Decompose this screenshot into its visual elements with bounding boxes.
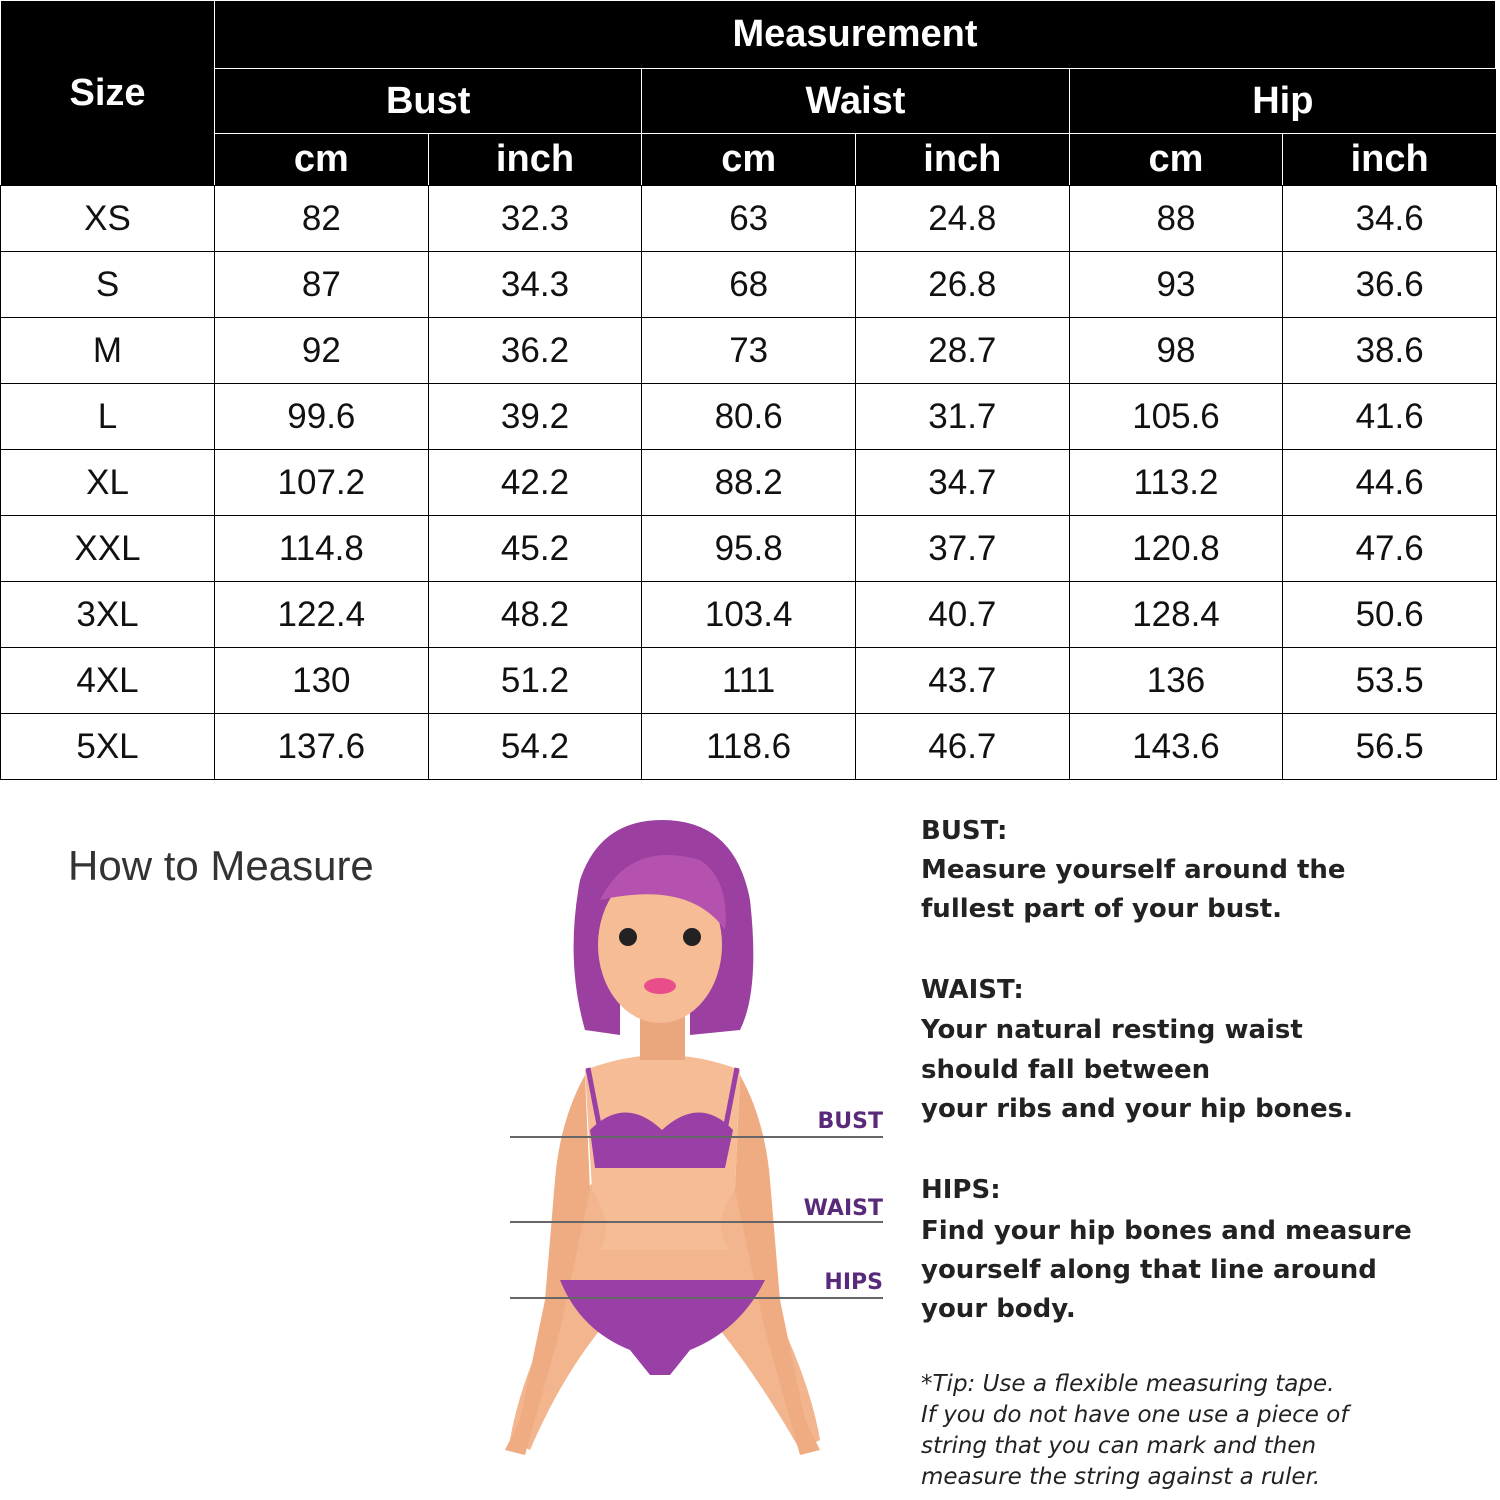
table-cell: 32.3 bbox=[427, 185, 643, 252]
table-cell: 88.2 bbox=[641, 449, 856, 516]
table-cell: 34.6 bbox=[1282, 185, 1497, 252]
table-cell: 82 bbox=[214, 185, 429, 252]
table-cell: 28.7 bbox=[855, 317, 1070, 384]
table-cell: 63 bbox=[641, 185, 856, 252]
table-cell: 111 bbox=[641, 647, 856, 714]
table-cell: 34.7 bbox=[855, 449, 1070, 516]
section-text: yourself along that line around bbox=[921, 1255, 1377, 1285]
section-heading: HIPS: bbox=[921, 1175, 1001, 1205]
header-cell: cm bbox=[641, 133, 856, 186]
guide-title: How to Measure bbox=[68, 842, 374, 889]
header-cell: Measurement bbox=[214, 0, 1496, 69]
table-cell: 42.2 bbox=[427, 449, 643, 516]
table-cell: 26.8 bbox=[855, 251, 1070, 318]
figure-label: HIPS bbox=[824, 1270, 883, 1295]
header-cell: inch bbox=[427, 133, 643, 186]
table-cell: 87 bbox=[214, 251, 429, 318]
table-cell: 36.2 bbox=[427, 317, 643, 384]
table-cell: 113.2 bbox=[1068, 449, 1284, 516]
table-cell: 95.8 bbox=[641, 515, 856, 582]
table-cell: 53.5 bbox=[1282, 647, 1497, 714]
table-cell: 120.8 bbox=[1068, 515, 1284, 582]
table-cell: 92 bbox=[214, 317, 429, 384]
table-cell: 41.6 bbox=[1282, 383, 1497, 450]
table-cell: 56.5 bbox=[1282, 713, 1497, 780]
table-cell: 39.2 bbox=[427, 383, 643, 450]
table-cell: S bbox=[0, 251, 215, 318]
table-cell: 93 bbox=[1068, 251, 1284, 318]
table-cell: 4XL bbox=[0, 647, 215, 714]
table-cell: 47.6 bbox=[1282, 515, 1497, 582]
table-cell: 68 bbox=[641, 251, 856, 318]
woman-illustration bbox=[505, 820, 820, 1455]
header-cell: Hip bbox=[1068, 68, 1497, 134]
section-text: your body. bbox=[921, 1294, 1076, 1324]
table-cell: 98 bbox=[1068, 317, 1284, 384]
section-text: Measure yourself around the bbox=[921, 855, 1346, 885]
table-cell: 48.2 bbox=[427, 581, 643, 648]
table-cell: 130 bbox=[214, 647, 429, 714]
table-cell: 114.8 bbox=[214, 515, 429, 582]
header-cell: inch bbox=[1282, 133, 1497, 186]
table-cell: 44.6 bbox=[1282, 449, 1497, 516]
table-cell: XXL bbox=[0, 515, 215, 582]
table-cell: 34.3 bbox=[427, 251, 643, 318]
table-cell: 45.2 bbox=[427, 515, 643, 582]
header-cell: inch bbox=[855, 133, 1070, 186]
section-text: Your natural resting waist bbox=[921, 1015, 1303, 1045]
table-cell: L bbox=[0, 383, 215, 450]
table-cell: M bbox=[0, 317, 215, 384]
table-cell: 3XL bbox=[0, 581, 215, 648]
table-cell: 43.7 bbox=[855, 647, 1070, 714]
table-cell: 31.7 bbox=[855, 383, 1070, 450]
table-cell: 128.4 bbox=[1068, 581, 1284, 648]
table-cell: 51.2 bbox=[427, 647, 643, 714]
table-cell: 37.7 bbox=[855, 515, 1070, 582]
figure-label: WAIST bbox=[804, 1196, 883, 1221]
table-cell: 40.7 bbox=[855, 581, 1070, 648]
table-cell: 88 bbox=[1068, 185, 1284, 252]
table-cell: 99.6 bbox=[214, 383, 429, 450]
table-cell: 122.4 bbox=[214, 581, 429, 648]
table-cell: XS bbox=[0, 185, 215, 252]
tip-text: string that you can mark and then bbox=[921, 1433, 1317, 1459]
table-cell: 5XL bbox=[0, 713, 215, 780]
tip-text: If you do not have one use a piece of bbox=[921, 1402, 1349, 1428]
table-cell: 137.6 bbox=[214, 713, 429, 780]
section-text: should fall between bbox=[921, 1055, 1211, 1085]
section-text: your ribs and your hip bones. bbox=[921, 1094, 1354, 1124]
section-text: Find your hip bones and measure bbox=[921, 1216, 1412, 1246]
section-heading: WAIST: bbox=[921, 975, 1024, 1005]
table-cell: 24.8 bbox=[855, 185, 1070, 252]
header-cell: Waist bbox=[641, 68, 1070, 134]
tip-text: measure the string against a ruler. bbox=[921, 1464, 1321, 1490]
table-cell: 80.6 bbox=[641, 383, 856, 450]
header-cell: Bust bbox=[214, 68, 643, 134]
tip-text: *Tip: Use a flexible measuring tape. bbox=[921, 1371, 1335, 1397]
header-cell: Size bbox=[0, 0, 215, 186]
table-cell: 107.2 bbox=[214, 449, 429, 516]
table-cell: 118.6 bbox=[641, 713, 856, 780]
table-cell: 36.6 bbox=[1282, 251, 1497, 318]
table-cell: 46.7 bbox=[855, 713, 1070, 780]
header-cell: cm bbox=[1068, 133, 1284, 186]
table-cell: 143.6 bbox=[1068, 713, 1284, 780]
figure-label: BUST bbox=[818, 1109, 883, 1134]
header-cell: cm bbox=[214, 133, 429, 186]
table-cell: 105.6 bbox=[1068, 383, 1284, 450]
table-cell: 103.4 bbox=[641, 581, 856, 648]
table-cell: 50.6 bbox=[1282, 581, 1497, 648]
table-cell: 136 bbox=[1068, 647, 1284, 714]
table-cell: XL bbox=[0, 449, 215, 516]
section-text: fullest part of your bust. bbox=[921, 894, 1283, 924]
section-heading: BUST: bbox=[921, 816, 1008, 846]
table-cell: 54.2 bbox=[427, 713, 643, 780]
table-cell: 38.6 bbox=[1282, 317, 1497, 384]
table-cell: 73 bbox=[641, 317, 856, 384]
